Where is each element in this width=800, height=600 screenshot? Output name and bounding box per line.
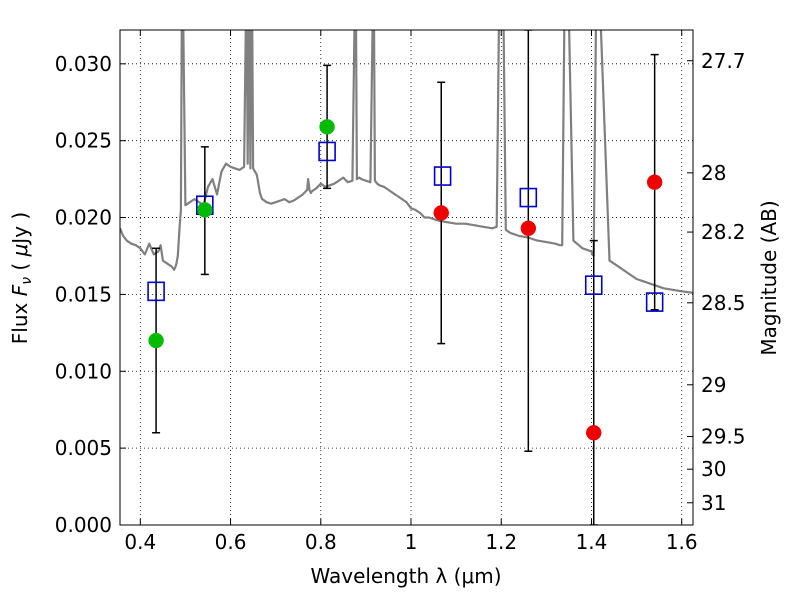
data-point-green <box>148 332 164 349</box>
y-tick-label: 0.020 <box>55 206 112 230</box>
y-axis-title-part: ( <box>8 256 32 277</box>
mag-tick-label: 27.7 <box>701 49 746 73</box>
model-point-square <box>519 187 538 208</box>
y-axis-title-part: ν <box>19 277 35 285</box>
y-tick-label: 0.000 <box>55 513 112 537</box>
mag-tick-label: 31 <box>701 491 726 515</box>
model-point-square <box>584 275 603 295</box>
y-axis-title-part: Jy ) <box>8 212 32 246</box>
model-point-square <box>433 166 452 186</box>
mag-tick-label: 28 <box>701 161 726 185</box>
x-tick-label: 1.6 <box>666 530 698 554</box>
data-point-red <box>646 174 663 190</box>
y-tick-label: 0.015 <box>55 282 112 306</box>
y-tick-label: 0.005 <box>55 436 112 460</box>
data-point-green <box>197 202 213 218</box>
model-point-square <box>147 281 165 302</box>
model-spectrum-line <box>120 30 693 294</box>
model-point-square <box>645 292 664 312</box>
x-tick-label: 0.6 <box>215 530 247 554</box>
mag-tick-label: 28.5 <box>701 291 746 315</box>
x-tick-label: 0.4 <box>124 530 156 554</box>
model-point-square <box>318 141 336 162</box>
data-point-red <box>520 220 537 237</box>
model-spectrum-layer <box>120 30 693 294</box>
plot-frame <box>119 29 694 526</box>
y-axis-title-part: Flux <box>8 296 32 344</box>
y-axis-ticks: 0.000 0.005 0.010 0.015 0.020 0.025 0.030 <box>55 52 126 537</box>
mag-tick-label: 28.2 <box>701 220 746 244</box>
mag-tick-label: 30 <box>701 457 726 481</box>
y-axis-title: Flux Fν ( μJy ) <box>8 212 35 344</box>
data-point-red <box>585 425 602 441</box>
right-axis-title: Magnitude (AB) <box>757 200 781 355</box>
y-axis-title-part: μ <box>8 244 32 258</box>
mag-tick-label: 29.5 <box>701 425 746 449</box>
grid <box>120 30 693 526</box>
x-tick-label: 1.4 <box>576 530 608 554</box>
y-tick-label: 0.030 <box>55 52 112 76</box>
y-tick-label: 0.025 <box>55 129 112 153</box>
x-axis-title: Wavelength λ (μm) <box>310 564 501 588</box>
x-tick-label: 1 <box>405 530 418 554</box>
x-axis-ticks: 0.4 0.6 0.8 1 1.2 1.4 1.6 <box>124 30 698 554</box>
y-tick-label: 0.010 <box>55 359 112 383</box>
magnitude-axis-ticks: 27.7 28 28.2 28.5 29 29.5 30 31 <box>687 49 746 515</box>
x-tick-label: 1.2 <box>485 530 517 554</box>
mag-tick-label: 29 <box>701 373 726 397</box>
x-tick-label: 0.8 <box>305 530 337 554</box>
data-point-green <box>319 119 335 135</box>
data-point-red <box>433 205 449 221</box>
marker-layer <box>147 119 664 441</box>
y-axis-title-part: F <box>8 284 32 296</box>
